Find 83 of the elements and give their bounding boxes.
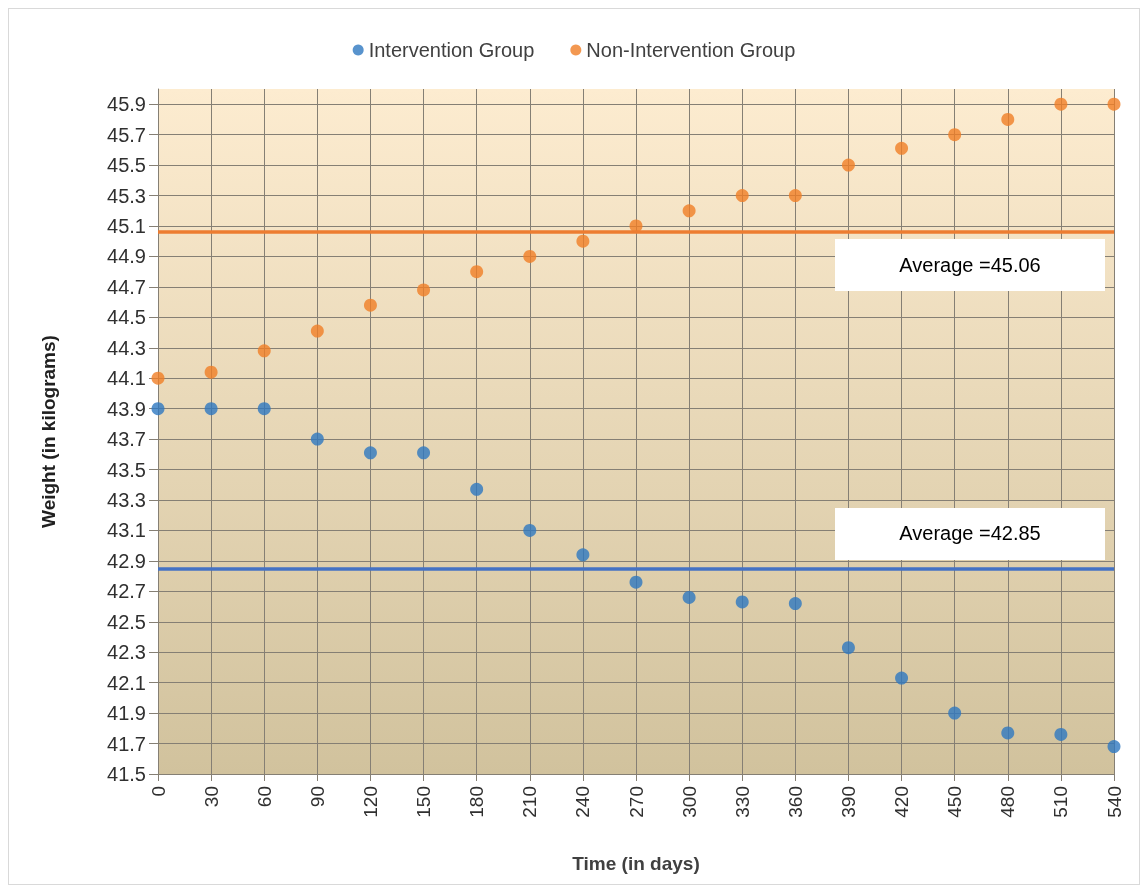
point	[841, 641, 855, 655]
y-axis-title: Weight (in kilograms)	[38, 335, 59, 528]
y-tick-label: 45.9	[107, 93, 146, 116]
y-tick-label: 41.9	[107, 702, 146, 725]
point	[363, 446, 377, 460]
ref-line-label: Average =42.85	[899, 522, 1041, 545]
x-tick-label: 30	[200, 786, 222, 808]
y-tick-label: 42.5	[107, 610, 146, 633]
point	[257, 402, 271, 416]
y-tick-label: 44.9	[107, 245, 146, 268]
point	[310, 324, 324, 338]
x-tick-label: 210	[519, 786, 541, 818]
point	[1054, 727, 1068, 741]
x-tick-label: 450	[944, 786, 966, 818]
point	[523, 523, 537, 537]
point	[1054, 97, 1068, 111]
point	[1107, 740, 1121, 754]
y-tick-label: 45.3	[107, 184, 146, 207]
x-tick-label: 390	[837, 786, 859, 818]
x-tick-label: 60	[253, 786, 275, 808]
y-tick-label: 44.3	[107, 336, 146, 359]
point	[417, 446, 431, 460]
point	[682, 590, 696, 604]
x-tick-label: 360	[784, 786, 806, 818]
point	[576, 548, 590, 562]
legend-label: Non-Intervention Group	[586, 39, 796, 61]
x-tick-label: 90	[306, 786, 328, 808]
point	[204, 402, 218, 416]
y-tick-label: 43.3	[107, 489, 146, 511]
x-tick-label: 150	[413, 786, 435, 818]
point	[417, 283, 431, 297]
y-tick-label: 43.1	[107, 519, 146, 542]
y-tick-label: 43.5	[107, 458, 146, 481]
ref-line-label: Average =45.06	[899, 253, 1041, 277]
point	[735, 595, 749, 609]
point	[948, 128, 962, 142]
point	[523, 249, 537, 263]
y-tick-label: 42.1	[107, 671, 146, 694]
point	[948, 706, 962, 720]
y-tick-label: 44.7	[107, 275, 146, 298]
x-tick-label: 540	[1103, 786, 1125, 818]
x-axis-title: Time (in days)	[572, 853, 700, 874]
y-tick-label: 42.7	[107, 580, 146, 603]
x-tick-label: 180	[466, 786, 488, 818]
y-tick-label: 41.5	[107, 763, 146, 785]
y-tick-label: 43.7	[107, 428, 146, 451]
point	[204, 365, 218, 379]
point	[1001, 726, 1015, 740]
x-tick-label: 120	[359, 786, 381, 818]
y-tick-label: 45.1	[107, 215, 146, 237]
x-tick-label: 240	[572, 786, 594, 818]
x-tick-label: 480	[997, 786, 1019, 818]
x-tick-label: 270	[625, 786, 647, 818]
point	[257, 344, 271, 358]
point	[310, 432, 324, 446]
y-tick-label: 42.9	[107, 549, 146, 572]
y-tick-label: 45.5	[107, 154, 146, 177]
point	[629, 575, 643, 589]
point	[788, 189, 802, 203]
point	[788, 597, 802, 611]
y-tick-label: 44.5	[107, 306, 146, 329]
x-tick-label: 510	[1050, 786, 1072, 818]
point	[576, 234, 590, 248]
point	[363, 298, 377, 312]
y-tick-label: 45.7	[107, 123, 146, 146]
point	[841, 158, 855, 172]
point	[895, 671, 909, 685]
x-tick-label: 420	[891, 786, 913, 818]
legend-label: Intervention Group	[368, 39, 535, 61]
point	[682, 204, 696, 218]
x-tick-label: 300	[678, 786, 700, 818]
point	[1001, 112, 1015, 126]
y-tick-label: 42.3	[107, 641, 146, 664]
point	[1107, 97, 1121, 111]
point	[470, 482, 484, 496]
y-tick-label: 41.7	[107, 732, 146, 755]
x-tick-label: 330	[731, 786, 753, 818]
y-tick-label: 43.9	[107, 397, 146, 420]
point	[470, 265, 484, 279]
point	[735, 189, 749, 203]
y-tick-label: 44.1	[107, 367, 146, 390]
point	[895, 141, 909, 155]
x-tick-label: 0	[147, 786, 169, 797]
